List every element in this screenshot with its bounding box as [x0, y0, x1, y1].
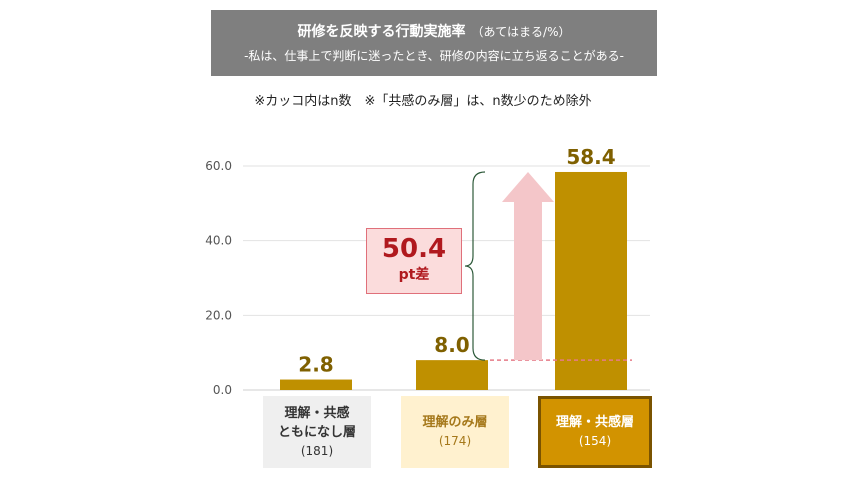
chart-title: 研修を反映する行動実施率 （あてはまる/%） — [297, 24, 571, 40]
y-tick-label: 60.0 — [205, 159, 232, 173]
bar-value-label: 2.8 — [298, 353, 333, 377]
difference-unit: pt差 — [398, 267, 430, 283]
y-tick-label: 40.0 — [205, 234, 232, 248]
chart-title-note: （あてはまる/%） — [471, 25, 571, 39]
category-n: (174) — [438, 434, 472, 448]
chart-title-box: 研修を反映する行動実施率 （あてはまる/%） -私は、仕事上で判断に迷ったとき、研… — [211, 10, 657, 76]
bar — [280, 379, 352, 390]
category-name: 理解のみ層 — [422, 415, 488, 430]
category-label-none: 理解・共感 ともになし層 (181) — [263, 396, 371, 468]
sample-size-note: ※カッコ内はn数 ※「共感のみ層」は、n数少のため除外 — [254, 94, 592, 109]
increase-arrow — [502, 171, 554, 361]
category-n: (154) — [578, 434, 612, 448]
category-label-understanding: 理解のみ層 (174) — [401, 396, 509, 468]
bar-value-label: 58.4 — [566, 145, 615, 169]
category-label-understanding-empathy: 理解・共感層 (154) — [538, 396, 652, 468]
difference-brace — [464, 171, 486, 361]
y-tick-label: 0.0 — [213, 383, 232, 397]
category-name: 理解・共感 ともになし層 — [277, 405, 356, 440]
difference-callout: 50.4 pt差 — [366, 228, 462, 294]
y-tick-label: 20.0 — [205, 308, 232, 322]
bar-value-label: 8.0 — [434, 333, 469, 357]
bar — [555, 171, 627, 390]
bar — [416, 360, 488, 390]
category-n: (181) — [300, 443, 334, 458]
difference-value: 50.4 — [381, 234, 447, 264]
chart-subtitle: -私は、仕事上で判断に迷ったとき、研修の内容に立ち返ることがある- — [244, 49, 624, 63]
category-name: 理解・共感層 — [555, 415, 634, 430]
